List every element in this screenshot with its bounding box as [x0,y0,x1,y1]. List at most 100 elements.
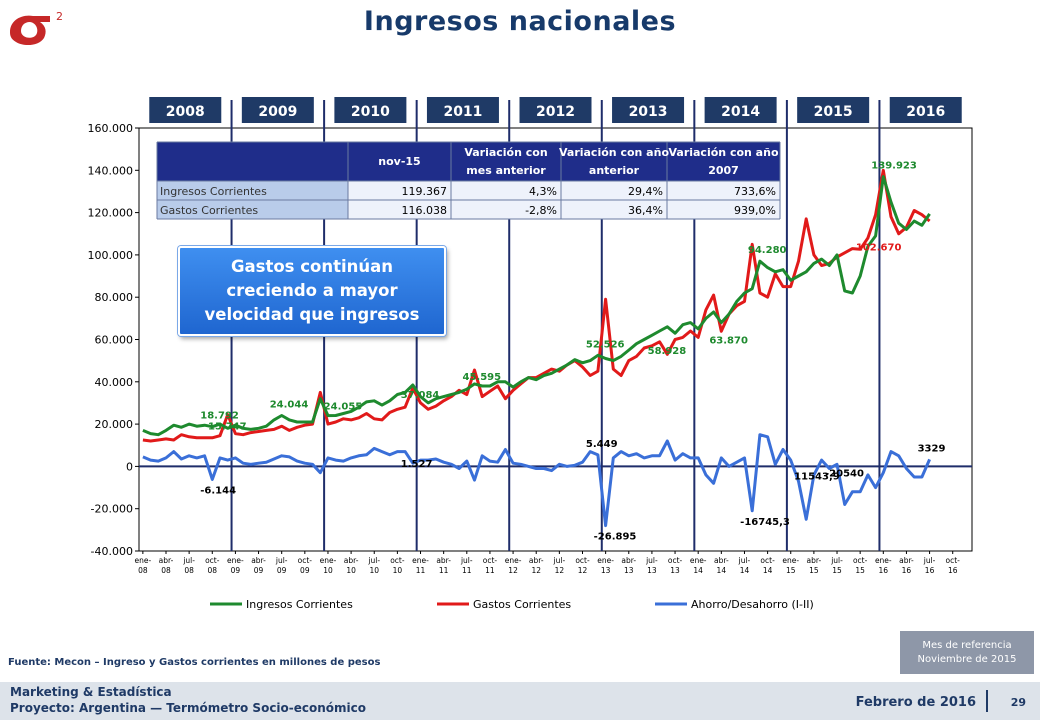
table-cell: 4,3% [529,185,557,198]
table-header-cell: 2007 [708,164,739,177]
x-tick-label: jul- [275,556,288,565]
year-header-box [519,97,592,123]
reference-line2: Noviembre de 2015 [917,653,1017,665]
year-header-box [889,97,962,123]
x-tick-label-year: 14 [740,566,750,575]
year-header-label: 2010 [351,104,390,120]
table-header-cell: mes anterior [466,164,546,177]
x-tick-label: abr- [714,556,729,565]
logo-superscript: 2 [56,10,63,23]
y-tick-label: 160.000 [88,122,134,135]
x-tick-label-year: 11 [416,566,426,575]
y-tick-label: 140.000 [88,164,134,177]
x-tick-label: abr- [529,556,544,565]
footer-department: Marketing & Estadística [10,685,172,699]
y-tick-label: 20.000 [95,418,134,431]
x-tick-label-year: 15 [832,566,842,575]
x-tick-label-year: 10 [346,566,356,575]
logo: 2 [6,6,72,48]
data-label: 15.747 [208,422,247,433]
x-tick-label-year: 09 [300,566,310,575]
table-cell: 939,0% [734,204,776,217]
table-row-label: Ingresos Corrientes [160,185,267,198]
year-header-box [334,97,407,123]
data-label: 102.670 [856,242,902,253]
table-header-cell: Variación con año [668,146,778,159]
x-tick-label: jul- [738,556,751,565]
x-tick-label: ene- [412,556,429,565]
x-tick-label: oct- [575,556,590,565]
data-label: 63.870 [709,335,748,346]
year-header-label: 2008 [166,104,205,120]
y-tick-label: 120.000 [88,207,134,220]
data-label: 5.449 [586,439,618,450]
source-note: Fuente: Mecon – Ingreso y Gastos corrien… [8,657,381,668]
data-label: -16745,3 [740,517,790,528]
year-header-label: 2011 [443,104,482,120]
x-tick-label-year: 08 [138,566,148,575]
x-tick-label-year: 14 [693,566,703,575]
x-tick-label-year: 15 [809,566,819,575]
x-tick-label: jul- [645,556,658,565]
x-tick-label-year: 13 [647,566,657,575]
x-tick-label-year: 08 [184,566,194,575]
x-tick-label: oct- [298,556,313,565]
x-tick-label: oct- [760,556,775,565]
x-tick-label: abr- [807,556,822,565]
series-line-1 [142,168,931,443]
x-tick-label-year: 14 [763,566,773,575]
x-tick-label: oct- [483,556,498,565]
footer: Marketing & Estadística Proyecto: Argent… [0,682,1040,720]
x-tick-label: ene- [135,556,152,565]
x-tick-label: jul- [830,556,843,565]
x-tick-label-year: 16 [948,566,958,575]
y-tick-label: 0 [126,460,133,473]
x-tick-label-year: 09 [254,566,264,575]
x-tick-label: jul- [367,556,380,565]
y-tick-label: -40.000 [91,545,133,558]
table-header-cell: Variación con [464,146,547,159]
x-tick-label: abr- [899,556,914,565]
legend-label-2: Ahorro/Desahorro (I-II) [691,598,814,611]
x-tick-label-year: 12 [578,566,588,575]
x-tick-label: oct- [853,556,868,565]
x-tick-label: ene- [690,556,707,565]
y-tick-label: 80.000 [95,291,134,304]
x-tick-label-year: 08 [161,566,171,575]
legend-label-1: Gastos Corrientes [473,598,571,611]
data-label: 18.792 [200,411,239,422]
year-header-box [797,97,870,123]
x-tick-label: ene- [782,556,799,565]
data-label: 94.280 [748,245,787,256]
callout-text: Gastos continúan creciendo a mayor veloc… [204,257,420,324]
x-tick-label: ene- [597,556,614,565]
table-header-cell: nov-15 [378,155,420,168]
data-label: 52.526 [586,339,625,350]
x-tick-label: jul- [923,556,936,565]
data-label: 3329 [918,443,946,454]
x-tick-label: abr- [159,556,174,565]
data-label: 24.055 [324,402,363,413]
x-tick-label: ene- [875,556,892,565]
x-tick-label-year: 11 [462,566,472,575]
x-tick-label-year: 14 [717,566,727,575]
data-label: 139.923 [871,160,917,171]
table-cell: -2,8% [525,204,557,217]
table-header-cell: anterior [589,164,640,177]
x-tick-label: abr- [251,556,266,565]
series-line-2 [142,433,931,528]
x-tick-label-year: 11 [485,566,495,575]
x-tick-label: oct- [668,556,683,565]
footer-date: Febrero de 2016 [855,695,976,710]
x-tick-label-year: 08 [207,566,217,575]
year-header-box [612,97,685,123]
x-tick-label-year: 12 [531,566,541,575]
table-header-cell: Variación con año [559,146,669,159]
reference-box: Mes de referencia Noviembre de 2015 [900,631,1034,674]
page-title: Ingresos nacionales [363,6,677,37]
x-tick-label-year: 15 [855,566,865,575]
y-tick-label: 60.000 [95,334,134,347]
x-tick-label: abr- [344,556,359,565]
table-cell: 29,4% [628,185,663,198]
x-tick-label-year: 09 [231,566,241,575]
